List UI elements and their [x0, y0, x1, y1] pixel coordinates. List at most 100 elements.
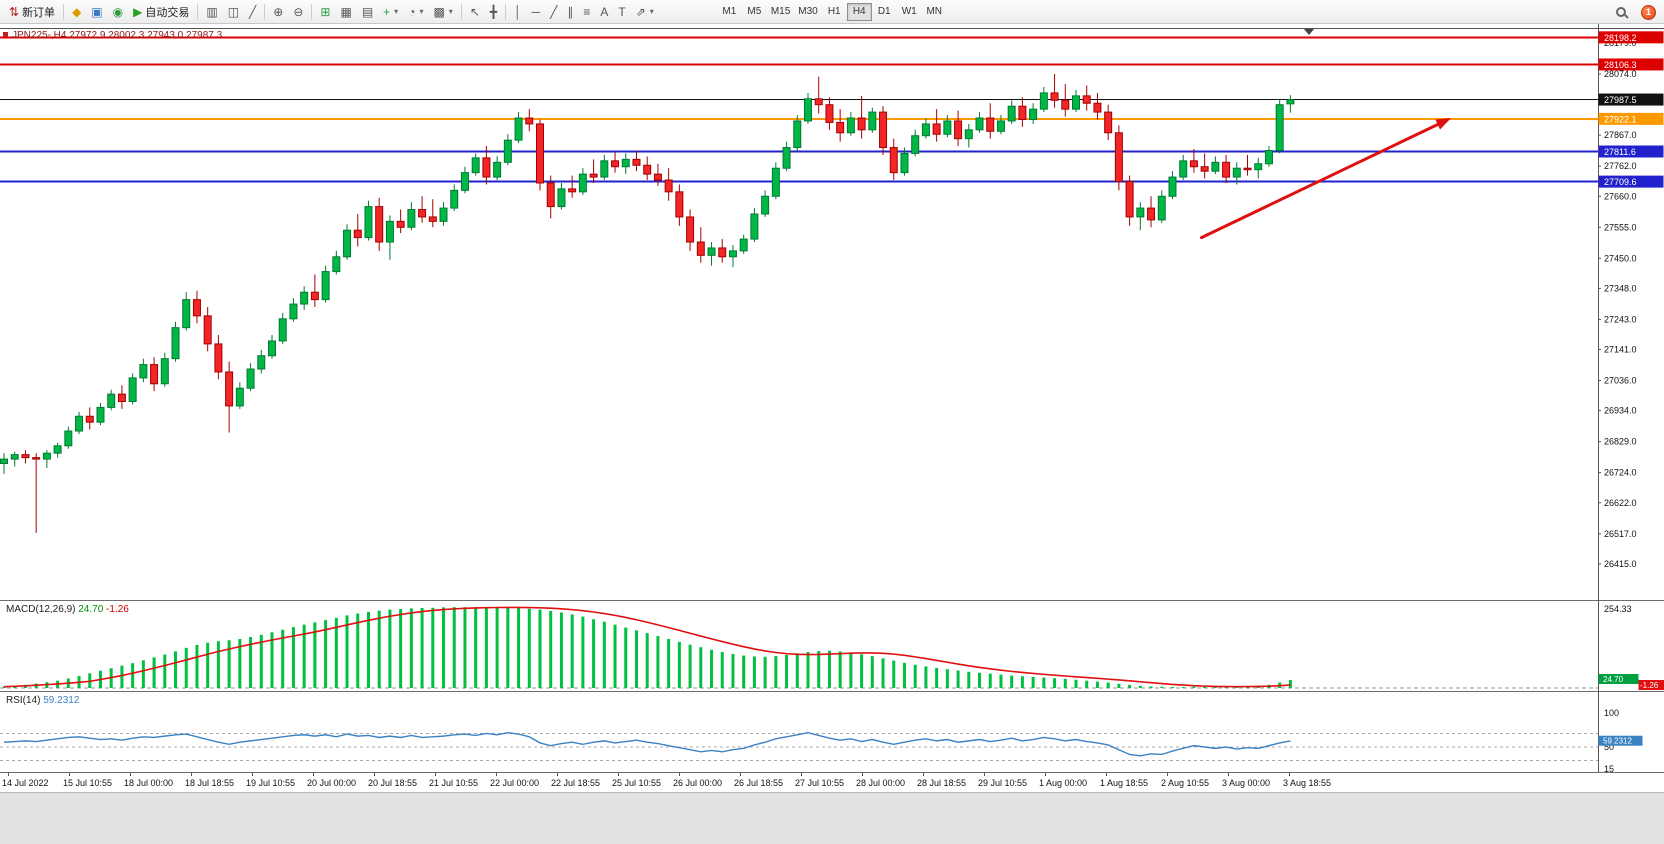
price-badge-label: 28198.2 [1604, 33, 1637, 43]
time-label: 20 Jul 00:00 [307, 778, 357, 788]
candle-body [150, 364, 159, 385]
market-watch-button[interactable]: ◆ [67, 1, 86, 22]
candlestick-chart-button[interactable]: ◫ [223, 1, 244, 22]
timeframe-m5[interactable]: M5 [742, 3, 767, 21]
price-badge-label: 27709.6 [1604, 177, 1637, 187]
community-button[interactable]: ◉ [108, 1, 128, 22]
zoom-out-button[interactable]: ⊖ [288, 1, 308, 22]
time-axis[interactable]: 14 Jul 2022 15 Jul 10:55 18 Jul 00:00 18 Ju… [0, 772, 1664, 792]
new-order-button[interactable]: ⇅ 新订单 [4, 1, 60, 22]
time-tick [557, 773, 558, 776]
templates-button[interactable]: ▩ ▾ [428, 1, 457, 22]
bar-chart-button[interactable]: ▥ [201, 1, 222, 22]
time-label: 2 Aug 10:55 [1161, 778, 1210, 788]
timeframe-m30[interactable]: M30 [794, 3, 821, 21]
crosshair-button[interactable]: ╋ [485, 1, 502, 22]
candle-body [1232, 167, 1241, 178]
timeframe-m15[interactable]: M15 [767, 3, 794, 21]
candle-body [107, 393, 116, 408]
indicators-button[interactable]: ⊞ [315, 1, 335, 22]
notification-badge[interactable]: 1 [1641, 4, 1656, 20]
macd-value-badge-label: 24.70 [1603, 675, 1624, 684]
time-label: 28 Jul 00:00 [856, 778, 906, 788]
time-label: 15 Jul 10:55 [63, 778, 113, 788]
vertical-line-button[interactable]: │ [509, 1, 527, 22]
time-label: 14 Jul 2022 [2, 778, 49, 788]
candle-body [1254, 163, 1263, 171]
autotrading-button-label: 自动交易 [145, 6, 190, 19]
candle-body [707, 247, 716, 256]
rsi-panel[interactable]: RSI(14) 59.2312 100 50 15 59.2312 [0, 691, 1664, 772]
toolbar-right: 1 [1611, 0, 1656, 24]
rsi-value-badge-label: 59.2312 [1603, 737, 1632, 746]
timeframe-m1[interactable]: M1 [717, 3, 742, 21]
price-axis[interactable]: 28179.028074.027867.027762.027660.027555… [1598, 31, 1664, 569]
candle-body [589, 173, 598, 178]
arrows-button[interactable]: ⇗ ▾ [631, 1, 659, 22]
zoom-in-button[interactable]: ⊕ [268, 1, 288, 22]
timeframe-h4[interactable]: H4 [846, 2, 872, 21]
candle-body [1179, 160, 1188, 178]
tile-windows-button[interactable]: ▦ [335, 1, 356, 22]
time-tick [8, 773, 9, 776]
line-chart-button[interactable]: ╱ [244, 1, 261, 22]
rsi-scale-label: 15 [1604, 764, 1614, 772]
price-tick-label: 27243.0 [1604, 314, 1637, 324]
macd-panel[interactable]: MACD(12,26,9) 24.70 -1.26254.330.0024.70… [0, 600, 1664, 691]
price-level-badge [1598, 58, 1664, 71]
candle-body [975, 117, 984, 131]
horizontal-line-button[interactable]: ─ [527, 1, 546, 22]
candle-body [278, 318, 287, 342]
autotrading-icon: ▶ [133, 4, 143, 19]
candle-body [289, 303, 298, 320]
timeframe-d1[interactable]: D1 [872, 3, 897, 21]
autotrading-button[interactable]: ▶ 自动交易 [128, 1, 194, 22]
time-label: 27 Jul 10:55 [795, 778, 845, 788]
price-tick-label: 27348.0 [1604, 283, 1637, 293]
price-chart-panel[interactable]: JPN225-,H4 27972.9 28002.3 27943.0 27987… [0, 24, 1664, 600]
search-button[interactable] [1611, 2, 1631, 23]
toolbar-separator [197, 3, 199, 20]
toolbar-separator [63, 3, 65, 20]
candle-body [385, 220, 394, 243]
time-tick [496, 773, 497, 776]
zoom-in-icon: ⊕ [273, 4, 284, 19]
messages-button[interactable]: ▣ [86, 1, 107, 22]
cascade-windows-button[interactable]: ▤ [357, 1, 378, 22]
new-order-button-label: 新订单 [22, 6, 56, 19]
candle-body [1200, 166, 1209, 172]
time-label: 28 Jul 18:55 [917, 778, 967, 788]
candle-body [171, 327, 180, 360]
candle-body [1243, 167, 1252, 171]
timeframe-mn[interactable]: MN [922, 3, 947, 21]
candle-body [53, 445, 62, 454]
cursor-button[interactable]: ↖ [465, 1, 485, 22]
time-tick [130, 773, 131, 776]
text-button[interactable]: A [595, 1, 613, 22]
price-tick-label: 26517.0 [1604, 529, 1637, 539]
price-tick-label: 27450.0 [1604, 253, 1637, 263]
trend-arrow[interactable] [1199, 118, 1452, 240]
candles[interactable] [0, 74, 1295, 533]
candle-body [1189, 160, 1198, 168]
macd-background [0, 600, 1664, 691]
candle-body [889, 147, 898, 174]
timeframe-h1[interactable]: H1 [822, 3, 847, 21]
trendline-button[interactable]: ╱ [545, 1, 562, 22]
timeframe-w1[interactable]: W1 [897, 3, 922, 21]
equidistant-channel-button[interactable]: ∥ [562, 1, 578, 22]
price-tick-label: 27036.0 [1604, 376, 1637, 386]
fibonacci-button[interactable]: ≡ [578, 1, 595, 22]
candle-body [1275, 104, 1284, 151]
new-chart-button[interactable]: + ▾ [378, 1, 403, 22]
candle-body [75, 415, 84, 432]
time-tick [1167, 773, 1168, 776]
candle-body [192, 299, 201, 317]
candle-body [268, 340, 276, 357]
periods-button[interactable]: ◔ ▾ [403, 1, 428, 22]
candle-body [42, 452, 51, 460]
candle-body [793, 120, 802, 149]
candle-body [503, 139, 512, 163]
label-button[interactable]: T [613, 1, 630, 22]
price-level-badge [1598, 31, 1664, 44]
